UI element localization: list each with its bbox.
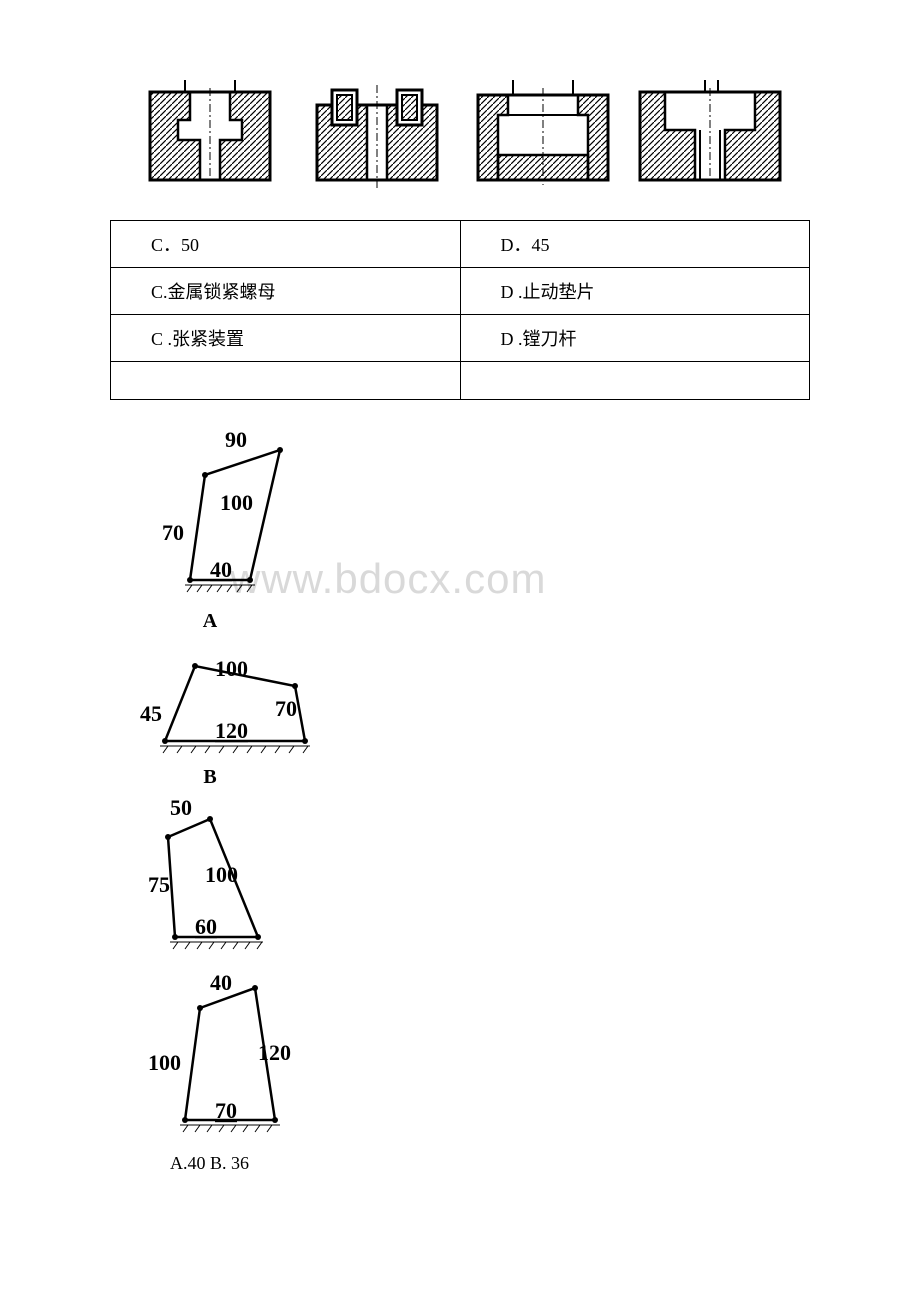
dim-right: 120 <box>258 1040 291 1065</box>
diagram-a: 90 100 70 40 A <box>130 425 810 633</box>
tech-drawing-2 <box>297 80 457 190</box>
cell-empty <box>111 362 461 400</box>
cell-empty <box>460 362 810 400</box>
table-row-empty <box>111 362 810 400</box>
dim-bottom: 40 <box>210 557 232 582</box>
tech-drawing-3 <box>463 80 623 190</box>
diagram-label-b: B <box>130 766 290 789</box>
dim-top: 40 <box>210 970 232 995</box>
cell-right: D．45 <box>460 221 810 268</box>
cell-left: C.金属锁紧螺母 <box>111 268 461 315</box>
tech-drawing-4 <box>630 80 790 190</box>
table-row: C．50 D．45 <box>111 221 810 268</box>
diagram-c: 50 100 75 60 <box>130 797 810 962</box>
tech-drawings-row <box>110 80 810 190</box>
cell-left: C .张紧装置 <box>111 315 461 362</box>
dim-left: 75 <box>148 872 170 897</box>
cell-right: D .止动垫片 <box>460 268 810 315</box>
dim-right: 100 <box>220 490 253 515</box>
table-row: C.金属锁紧螺母 D .止动垫片 <box>111 268 810 315</box>
diagram-d: 40 120 100 70 <box>130 970 810 1145</box>
cell-right: D .镗刀杆 <box>460 315 810 362</box>
dim-top: 100 <box>215 656 248 681</box>
dim-bottom: 70 <box>215 1098 237 1123</box>
dim-bottom: 60 <box>195 914 217 939</box>
dim-right: 100 <box>205 862 238 887</box>
tech-drawing-1 <box>130 80 290 190</box>
diagrams-column: 90 100 70 40 A 100 70 45 120 <box>130 425 810 1174</box>
dim-left: 70 <box>162 520 184 545</box>
diagram-b: 100 70 45 120 B <box>130 641 810 789</box>
answer-line: A.40 B. 36 <box>170 1153 810 1174</box>
table-row: C .张紧装置 D .镗刀杆 <box>111 315 810 362</box>
dim-right: 70 <box>275 696 297 721</box>
dim-top: 50 <box>170 797 192 820</box>
options-table: C．50 D．45 C.金属锁紧螺母 D .止动垫片 C .张紧装置 D .镗刀… <box>110 220 810 400</box>
dim-left: 45 <box>140 701 162 726</box>
cell-left: C．50 <box>111 221 461 268</box>
dim-bottom: 120 <box>215 718 248 743</box>
diagram-label-a: A <box>130 610 290 633</box>
dim-left: 100 <box>148 1050 181 1075</box>
dim-top: 90 <box>225 427 247 452</box>
